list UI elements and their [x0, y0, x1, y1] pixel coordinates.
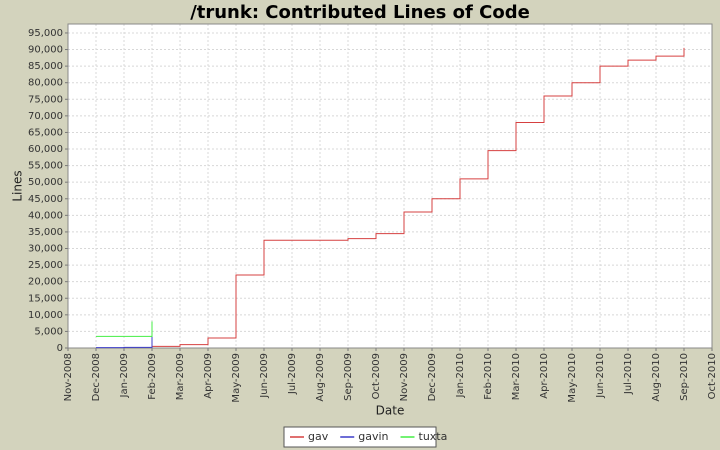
- y-tick-label: 70,000: [28, 111, 63, 122]
- y-tick-label: 30,000: [28, 244, 63, 255]
- series-line: [96, 321, 153, 337]
- plot-border: [67, 23, 713, 349]
- x-tick-label: Jul-2010: [623, 353, 634, 395]
- x-tick-label: Mar-2009: [175, 353, 186, 400]
- x-tick-label: Mar-2010: [511, 353, 522, 400]
- x-tick-label: Apr-2009: [203, 353, 214, 399]
- series-line: [96, 336, 153, 349]
- x-tick-label: Oct-2009: [371, 353, 382, 399]
- y-tick-label: 50,000: [28, 177, 63, 188]
- y-tick-label: 85,000: [28, 61, 63, 72]
- x-tick-label: Aug-2009: [315, 353, 326, 402]
- y-tick-label: 95,000: [28, 28, 63, 39]
- x-tick-label: Sep-2009: [343, 353, 354, 401]
- x-tick-label: Jun-2010: [595, 353, 606, 399]
- x-tick-label: Feb-2009: [147, 353, 158, 400]
- x-tick-label: May-2010: [567, 353, 578, 403]
- y-tick-label: 20,000: [28, 277, 63, 288]
- x-tick-label: Jan-2009: [119, 353, 130, 398]
- y-tick-label: 40,000: [28, 210, 63, 221]
- y-axis-label: Lines: [11, 170, 25, 201]
- y-tick-label: 60,000: [28, 144, 63, 155]
- x-tick-label: Oct-2010: [707, 353, 718, 399]
- legend-label: gavin: [358, 430, 388, 443]
- y-tick-label: 5,000: [34, 326, 63, 337]
- plot-area: [68, 24, 712, 348]
- y-tick-label: 45,000: [28, 194, 63, 205]
- x-tick-label: Jun-2009: [259, 353, 270, 399]
- x-tick-label: Aug-2010: [651, 353, 662, 402]
- y-tick-label: 0: [57, 343, 63, 354]
- series-line: [152, 47, 685, 347]
- y-tick-label: 75,000: [28, 94, 63, 105]
- x-axis-label: Date: [376, 404, 405, 418]
- x-tick-label: Feb-2010: [483, 353, 494, 400]
- x-tick-label: Nov-2009: [399, 353, 410, 401]
- y-tick-label: 90,000: [28, 45, 63, 56]
- y-tick-label: 35,000: [28, 227, 63, 238]
- y-tick-label: 25,000: [28, 260, 63, 271]
- chart-title: /trunk: Contributed Lines of Code: [190, 2, 530, 23]
- x-tick-label: Nov-2008: [63, 353, 74, 401]
- y-tick-label: 65,000: [28, 127, 63, 138]
- x-tick-label: May-2009: [231, 353, 242, 403]
- x-tick-label: Jan-2010: [455, 353, 466, 398]
- y-tick-label: 15,000: [28, 293, 63, 304]
- x-tick-label: Sep-2010: [679, 353, 690, 401]
- x-tick-label: Jul-2009: [287, 353, 298, 395]
- legend-label: gav: [308, 430, 329, 443]
- legend-label: tuxta: [419, 430, 448, 443]
- y-tick-label: 55,000: [28, 161, 63, 172]
- y-tick-label: 80,000: [28, 78, 63, 89]
- x-tick-label: Dec-2008: [91, 353, 102, 401]
- x-tick-label: Apr-2010: [539, 353, 550, 399]
- y-tick-label: 10,000: [28, 310, 63, 321]
- legend-box: [283, 426, 437, 448]
- x-tick-label: Dec-2009: [427, 353, 438, 401]
